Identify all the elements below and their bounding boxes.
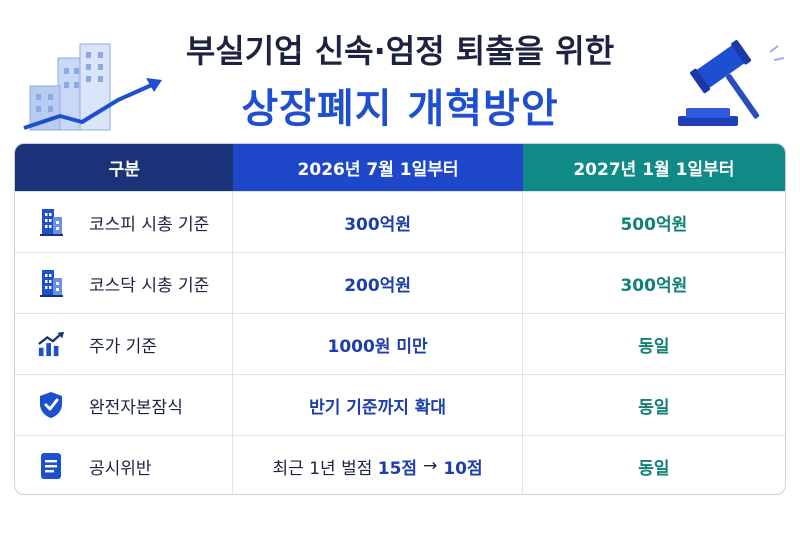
chart-growth-icon [37, 328, 65, 360]
city-buildings-growth-arrow-icon [23, 43, 162, 131]
header-category: 구분 [15, 144, 234, 191]
value-2026: 최근 1년 벌점 15점 → 10점 [233, 436, 523, 494]
penalty-prefix: 최근 1년 벌점 [272, 458, 373, 479]
table-row: 완전자본잠식 반기 기준까지 확대 동일 [15, 374, 785, 435]
gavel-icon [678, 40, 785, 126]
table-header-row: 구분 2026년 7월 1일부터 2027년 1월 1일부터 [15, 144, 785, 191]
row-label: 주가 기준 [89, 336, 157, 357]
listing-policy-table: 구분 2026년 7월 1일부터 2027년 1월 1일부터 코스피 시총 기준… [14, 143, 786, 495]
document-icon [37, 450, 65, 482]
building-icon [37, 267, 65, 299]
value-2026: 300억원 [233, 192, 523, 252]
value-2026: 200억원 [233, 253, 523, 313]
row-label: 코스닥 시총 기준 [89, 275, 210, 296]
penalty-to: 10점 [443, 458, 483, 479]
row-label: 공시위반 [89, 458, 152, 479]
title-line2: 상장폐지 개혁방안 [241, 86, 559, 132]
table-row: 주가 기준 1000원 미만 동일 [15, 313, 785, 374]
shield-check-icon [37, 389, 65, 421]
value-2027: 동일 [638, 458, 670, 479]
row-label: 코스피 시총 기준 [89, 214, 210, 235]
value-2027: 동일 [638, 336, 670, 357]
table-row: 공시위반 최근 1년 벌점 15점 → 10점 동일 [15, 435, 785, 494]
value-2027: 300억원 [620, 275, 688, 296]
arrow-right-icon: → [423, 456, 438, 476]
building-icon [37, 206, 65, 238]
title-area: 부실기업 신속·엄정 퇴출을 위한 상장폐지 개혁방안 [0, 0, 800, 140]
header-2026: 2026년 7월 1일부터 [233, 144, 523, 191]
title-line1: 부실기업 신속·엄정 퇴출을 위한 [185, 32, 615, 70]
value-2027: 동일 [638, 397, 670, 418]
value-2026: 반기 기준까지 확대 [233, 375, 523, 435]
value-2027: 500억원 [620, 214, 688, 235]
table-row: 코스닥 시총 기준 200억원 300억원 [15, 252, 785, 313]
penalty-from: 15점 [377, 458, 418, 479]
value-2026: 1000원 미만 [233, 314, 523, 374]
row-label: 완전자본잠식 [89, 397, 183, 418]
header-2027: 2027년 1월 1일부터 [522, 144, 785, 191]
table-row: 코스피 시총 기준 300억원 500억원 [15, 191, 785, 252]
